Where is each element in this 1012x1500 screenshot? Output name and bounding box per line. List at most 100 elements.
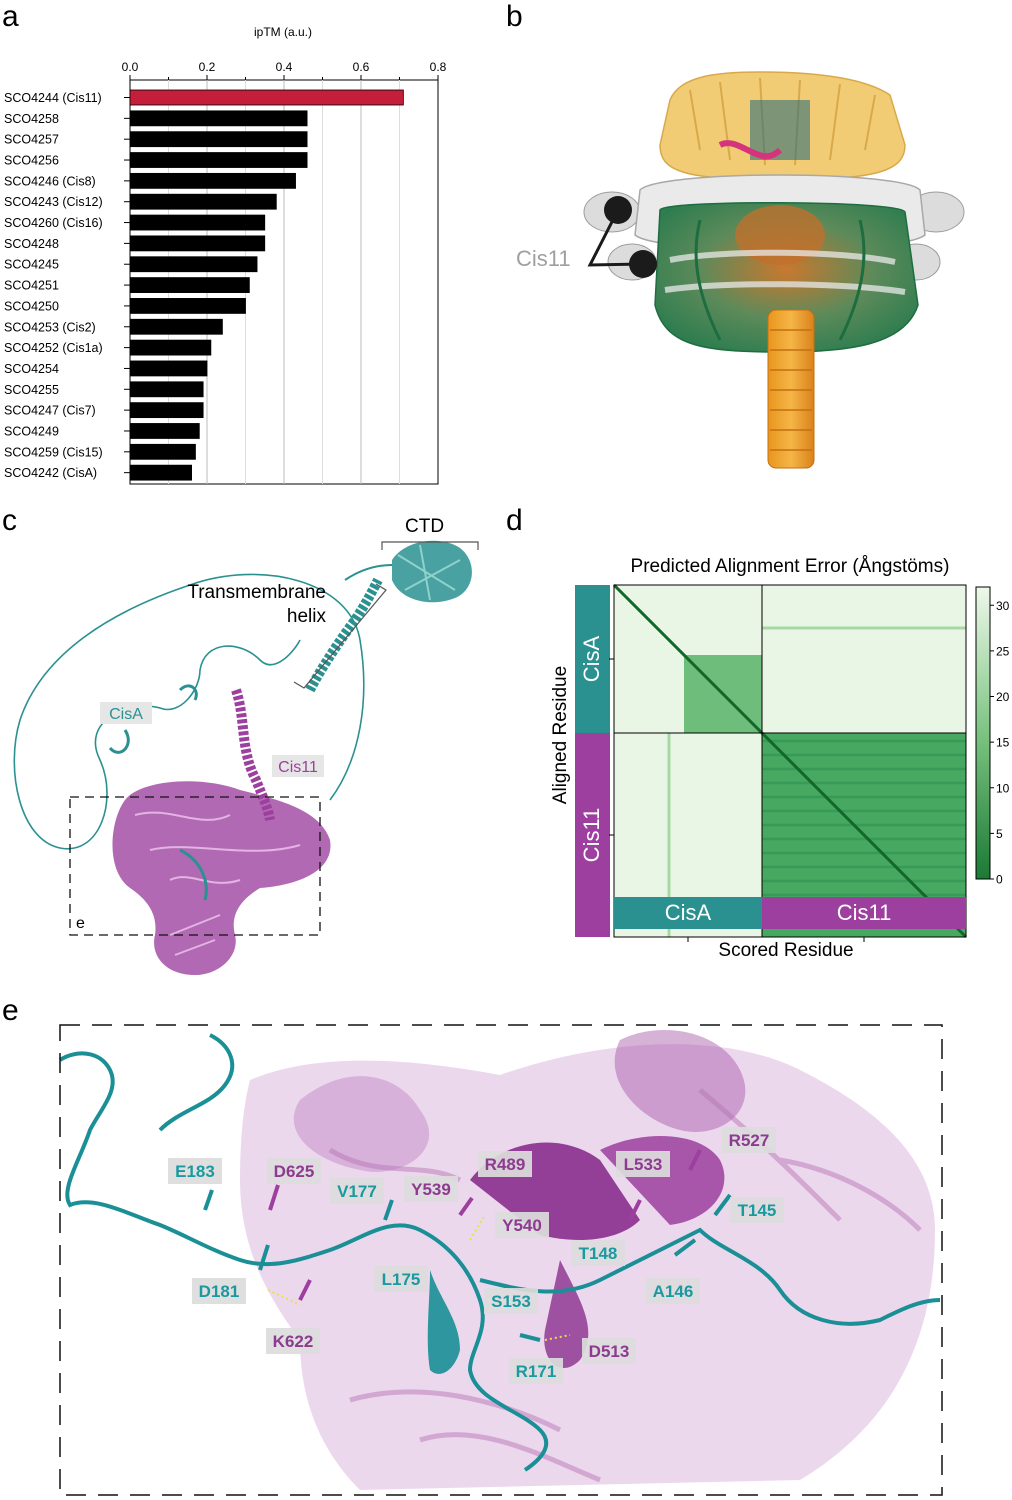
box-e-label: e xyxy=(76,915,85,932)
category-label: SCO4256 xyxy=(4,154,59,168)
row-group-label: Cis11 xyxy=(579,808,604,863)
residue-label-box xyxy=(730,1197,784,1223)
bar xyxy=(129,360,208,377)
panel-label-e: e xyxy=(2,994,19,1027)
residue-label: T148 xyxy=(579,1244,618,1263)
category-label: SCO4254 xyxy=(4,362,59,376)
category-label: SCO4249 xyxy=(4,424,59,438)
ipTM-bar-chart: ipTM (a.u.) 0.0 0.2 0.4 0.6 0.8 SCO4244 (Cis1… xyxy=(4,25,447,485)
bar xyxy=(129,89,404,106)
residue-label-box xyxy=(478,1151,532,1177)
bar xyxy=(129,152,308,168)
residue-label-box xyxy=(330,1178,384,1204)
residue-label: R489 xyxy=(485,1155,526,1174)
category-label: SCO4253 (Cis2) xyxy=(4,320,96,334)
bar xyxy=(129,214,266,231)
heatmap-frame xyxy=(613,584,967,938)
category-label: SCO4255 xyxy=(4,383,59,397)
residue-label: T145 xyxy=(738,1201,777,1220)
category-label: SCO4243 (Cis12) xyxy=(4,195,103,209)
residue-label-box xyxy=(722,1127,776,1153)
cis11-marker-label: Cis11 xyxy=(516,246,571,271)
cis11-label: Cis11 xyxy=(278,759,318,776)
category-label: SCO4244 (Cis11) xyxy=(4,91,102,105)
category-label: SCO4257 xyxy=(4,133,59,147)
row-group-label: CisA xyxy=(579,635,604,682)
ctd-label: CTD xyxy=(405,516,444,537)
bar xyxy=(129,381,204,398)
category-label: SCO4247 (Cis7) xyxy=(4,404,96,418)
category-label: SCO4259 (Cis15) xyxy=(4,445,103,459)
residue-label: Y540 xyxy=(502,1216,542,1235)
colorbar-tick-label: 0 xyxy=(996,873,1003,887)
residue-labels: E183 V177 D181 L175 S153 R171 T148 A146 T145 D625… xyxy=(168,1127,784,1384)
residue-label-box xyxy=(616,1151,670,1177)
x-tick-label: 0.6 xyxy=(353,60,370,74)
residue-label: A146 xyxy=(653,1282,694,1301)
residue-label: E183 xyxy=(175,1162,215,1181)
residue-label: R527 xyxy=(729,1131,770,1150)
bar xyxy=(129,464,192,481)
residue-label: V177 xyxy=(337,1182,377,1201)
cisA-label: CisA xyxy=(109,706,143,723)
residue-label-box xyxy=(168,1158,222,1184)
tm-label-line1: Transmembrane xyxy=(187,582,326,603)
bar xyxy=(129,235,266,252)
category-label: SCO4252 (Cis1a) xyxy=(4,341,103,355)
alphafold-model xyxy=(13,540,479,975)
category-label: SCO4251 xyxy=(4,279,59,293)
bar xyxy=(129,277,250,293)
heatmap-diagonal xyxy=(612,583,968,939)
colorbar-tick-label: 20 xyxy=(996,690,1010,704)
panel-label-d: d xyxy=(506,504,523,537)
residue-label-box xyxy=(509,1358,563,1384)
x-tick-label: 0.4 xyxy=(276,60,293,74)
bar xyxy=(129,193,277,210)
col-group-label: Cis11 xyxy=(837,900,892,925)
category-label: SCO4245 xyxy=(4,258,59,272)
bar xyxy=(129,423,200,439)
x-tick-label: 0.2 xyxy=(199,60,216,74)
residue-label-box xyxy=(404,1176,458,1202)
residue-label: S153 xyxy=(491,1292,531,1311)
residue-label: L175 xyxy=(382,1270,421,1289)
category-label: SCO4246 (Cis8) xyxy=(4,174,96,188)
heatmap-xlabel: Scored Residue xyxy=(718,940,853,961)
residue-label: L533 xyxy=(624,1155,663,1174)
bar xyxy=(129,443,196,460)
category-label: SCO4248 xyxy=(4,237,59,251)
colorbar-tick-label: 30 xyxy=(996,599,1010,613)
x-tick-label: 0.8 xyxy=(430,60,447,74)
panel-label-c: c xyxy=(2,504,17,537)
residue-label: D625 xyxy=(274,1162,315,1181)
panel-label-a: a xyxy=(2,0,19,33)
col-group-label: CisA xyxy=(665,900,712,925)
residue-label-box xyxy=(374,1266,428,1292)
chart-title: ipTM (a.u.) xyxy=(254,25,312,39)
bar xyxy=(129,110,308,127)
pae-heatmap: Predicted Alignment Error (Ångstöms) Sco… xyxy=(550,556,1010,961)
residue-label: D181 xyxy=(199,1282,240,1301)
colorbar-tick-label: 5 xyxy=(996,827,1003,841)
tm-label-line2: helix xyxy=(287,606,327,627)
cisA-label-box xyxy=(100,702,152,724)
category-label: SCO4250 xyxy=(4,299,59,313)
cis11-label-box xyxy=(272,755,324,777)
bar xyxy=(129,318,223,335)
category-label: SCO4258 xyxy=(4,112,59,126)
residue-label-box xyxy=(571,1240,625,1266)
bar xyxy=(129,402,204,419)
bar xyxy=(129,298,246,314)
bar xyxy=(129,131,308,148)
colorbar-tick-label: 25 xyxy=(996,644,1010,658)
colorbar xyxy=(975,586,991,880)
row-group-bar xyxy=(575,585,610,733)
residue-label: D513 xyxy=(589,1342,630,1361)
residue-label-box xyxy=(646,1278,700,1304)
panel-label-b: b xyxy=(506,0,523,33)
residue-label: R171 xyxy=(516,1362,557,1381)
colorbar-tick-label: 10 xyxy=(996,781,1010,795)
col-group-bar xyxy=(614,897,762,929)
residue-label-box xyxy=(267,1158,321,1184)
